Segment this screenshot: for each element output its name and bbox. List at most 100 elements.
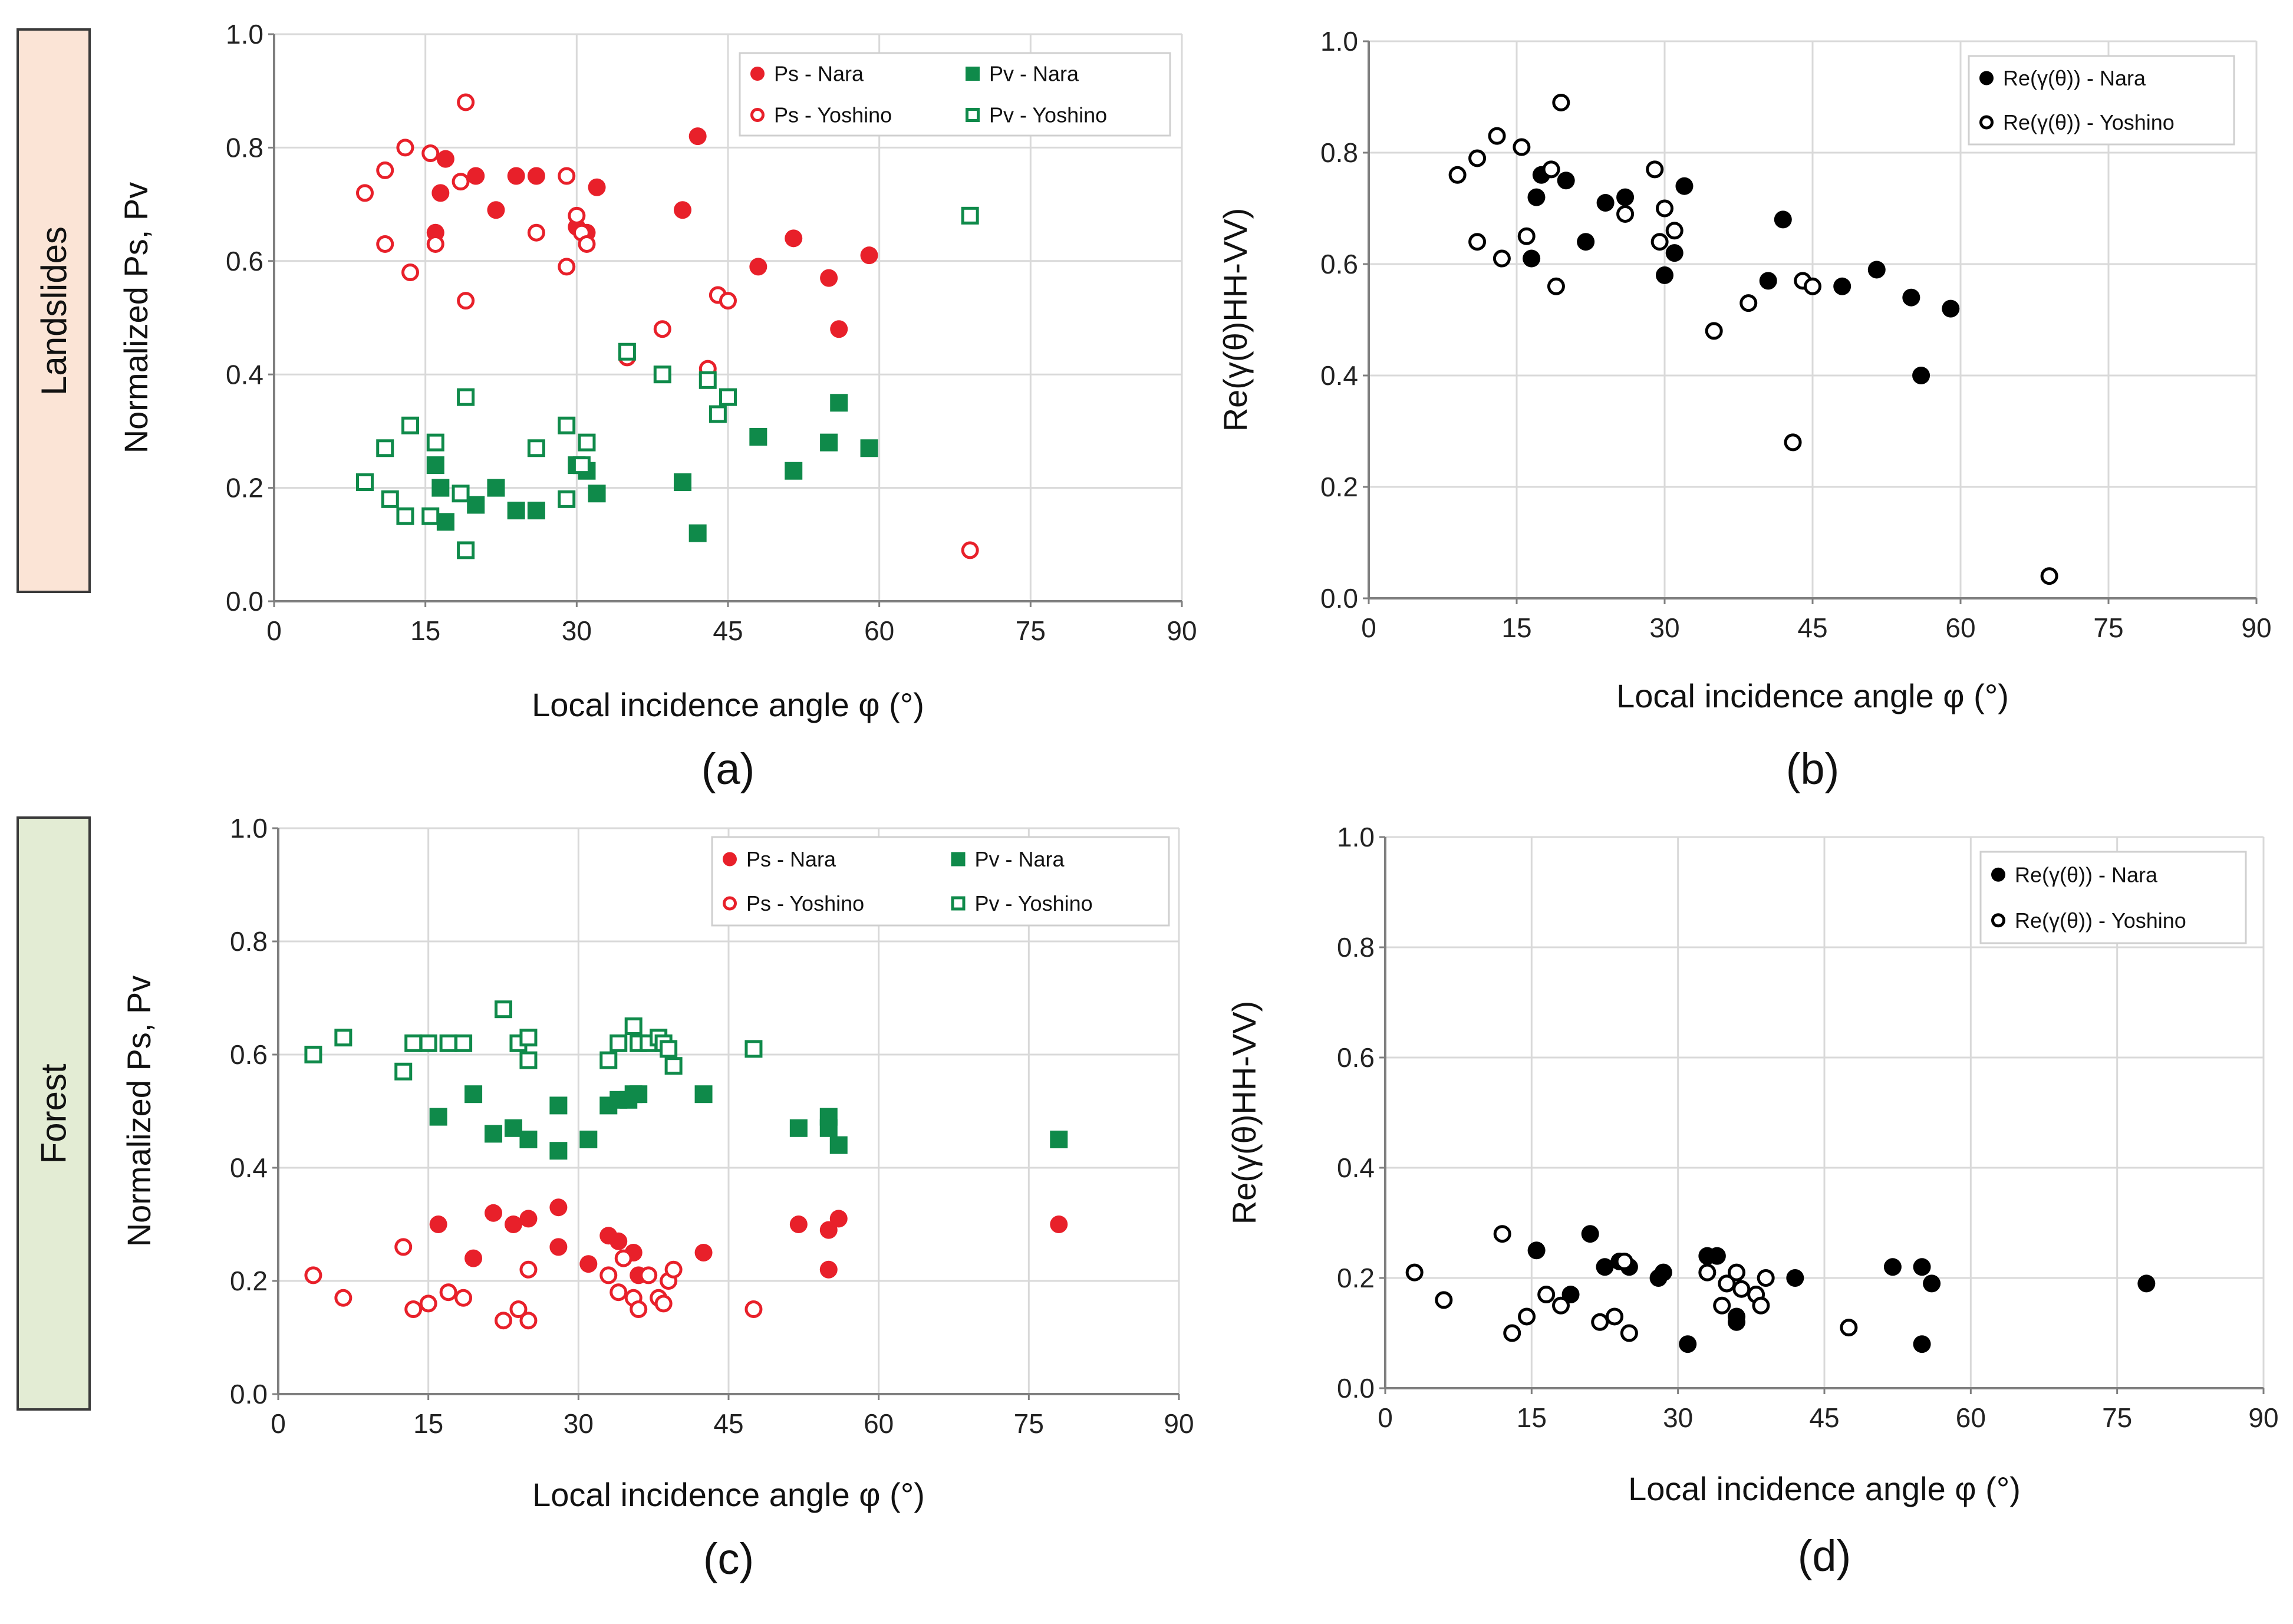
legend-marker xyxy=(750,108,765,122)
data-point xyxy=(1547,277,1565,295)
data-point xyxy=(436,150,454,168)
data-point xyxy=(467,496,485,514)
legend-entry-label: Re(γ(θ)) - Nara xyxy=(2003,66,2146,90)
data-point xyxy=(527,167,545,185)
data-point xyxy=(376,439,394,457)
data-point xyxy=(1552,1296,1570,1315)
data-point xyxy=(2137,1274,2156,1293)
data-point xyxy=(1537,1286,1556,1304)
data-point xyxy=(1912,367,1930,384)
data-point xyxy=(1804,277,1821,295)
data-point xyxy=(1620,1324,1638,1342)
data-point xyxy=(1698,1263,1717,1282)
y-axis-label: Normalized Ps, Pv xyxy=(120,976,157,1247)
y-axis-label: Normalized Ps, Pv xyxy=(117,182,154,454)
data-point xyxy=(653,320,671,338)
data-point xyxy=(719,292,737,310)
data-point xyxy=(860,439,878,457)
data-point xyxy=(507,502,525,520)
data-point xyxy=(1654,1263,1672,1282)
y-tick-label: 0.0 xyxy=(1337,1373,1375,1404)
data-point xyxy=(439,1034,457,1052)
data-point xyxy=(485,1204,503,1222)
data-point xyxy=(1656,199,1673,218)
data-point xyxy=(426,235,444,253)
data-point xyxy=(1665,222,1683,240)
y-tick-label: 0.8 xyxy=(230,926,268,957)
data-point xyxy=(1527,1241,1546,1260)
data-point xyxy=(1784,433,1802,452)
x-tick-label: 0 xyxy=(1378,1402,1393,1433)
chart-panel-1: 0.0 0.2 0.4 0.6 0.8 1.0 0 15 30 45 60 75 90 Local inc… xyxy=(117,19,1197,793)
data-point xyxy=(421,144,440,163)
x-tick-label: 60 xyxy=(1945,612,1975,643)
legend-marker xyxy=(966,108,980,122)
series-re-nara xyxy=(1523,166,1960,384)
legend-entry-label: Ps - Yoshino xyxy=(746,891,864,915)
chart-panel-3: 0.0 0.2 0.4 0.6 0.8 1.0 0 15 30 45 60 75 90 Local inc… xyxy=(120,813,1194,1583)
data-point xyxy=(421,507,440,525)
legend-marker xyxy=(1979,115,1994,130)
y-tick-label: 0.4 xyxy=(226,359,263,390)
data-point xyxy=(961,541,979,559)
x-tick-label: 75 xyxy=(1014,1408,1044,1439)
x-tick-label: 45 xyxy=(1809,1402,1839,1433)
data-point xyxy=(504,1215,522,1233)
legend: Ps - Nara Pv - Nara Ps - Yoshino Pv - Yoshi… xyxy=(739,52,1171,137)
y-axis-label: Re(γ(θ)HH-VV) xyxy=(1217,208,1254,432)
series-pv-nara xyxy=(429,1085,1068,1160)
x-tick-label: 45 xyxy=(713,615,743,646)
data-point xyxy=(578,433,596,452)
x-tick-label: 15 xyxy=(410,615,440,646)
data-point xyxy=(789,1119,808,1137)
data-point xyxy=(457,292,475,310)
data-point xyxy=(599,1051,618,1069)
x-tick-label: 90 xyxy=(2248,1402,2278,1433)
data-point xyxy=(464,1085,483,1103)
data-point xyxy=(1679,1335,1697,1353)
data-point xyxy=(1557,172,1575,190)
data-point xyxy=(830,394,848,412)
data-point xyxy=(572,456,591,475)
data-point xyxy=(1050,1215,1068,1233)
row-label-forest: Forest xyxy=(17,816,91,1411)
row-label-landslides: Landslides xyxy=(17,28,91,593)
series-pv-yoshino xyxy=(304,1000,763,1081)
data-point xyxy=(527,502,545,520)
data-point xyxy=(429,1108,447,1126)
y-tick-label: 1.0 xyxy=(1337,822,1375,852)
data-point xyxy=(1646,160,1664,179)
data-point xyxy=(304,1266,322,1284)
data-point xyxy=(1616,205,1635,223)
data-point xyxy=(1705,322,1723,340)
legend-entry-label: Pv - Yoshino xyxy=(975,891,1093,915)
legend-entry-label: Pv - Yoshino xyxy=(989,103,1107,127)
data-point xyxy=(1542,160,1560,179)
x-tick-label: 75 xyxy=(2093,612,2123,643)
data-point xyxy=(640,1266,658,1284)
data-point xyxy=(334,1029,352,1047)
data-point xyxy=(1774,210,1792,229)
data-point xyxy=(1656,266,1673,284)
data-point xyxy=(404,1034,423,1052)
y-tick-label: 0.8 xyxy=(1337,932,1375,963)
x-tick-label: 30 xyxy=(1663,1402,1693,1433)
data-point xyxy=(457,93,475,111)
y-tick-label: 0.2 xyxy=(226,473,263,503)
data-point xyxy=(1752,1296,1770,1315)
x-axis-label: Local incidence angle φ (°) xyxy=(1616,677,2009,714)
y-tick-label: 0.6 xyxy=(230,1039,268,1070)
legend-entry-label: Re(γ(θ)) - Nara xyxy=(2015,862,2158,887)
data-point xyxy=(618,342,636,361)
data-point xyxy=(376,235,394,253)
data-point xyxy=(829,1136,848,1154)
legend-marker xyxy=(1991,913,2005,928)
data-point xyxy=(1840,1319,1858,1337)
data-point xyxy=(1650,233,1669,251)
data-point xyxy=(426,433,444,452)
series-ps-yoshino xyxy=(304,1238,763,1330)
data-point xyxy=(624,1017,643,1035)
legend-box xyxy=(1968,55,2235,146)
x-tick-label: 30 xyxy=(564,1408,594,1439)
